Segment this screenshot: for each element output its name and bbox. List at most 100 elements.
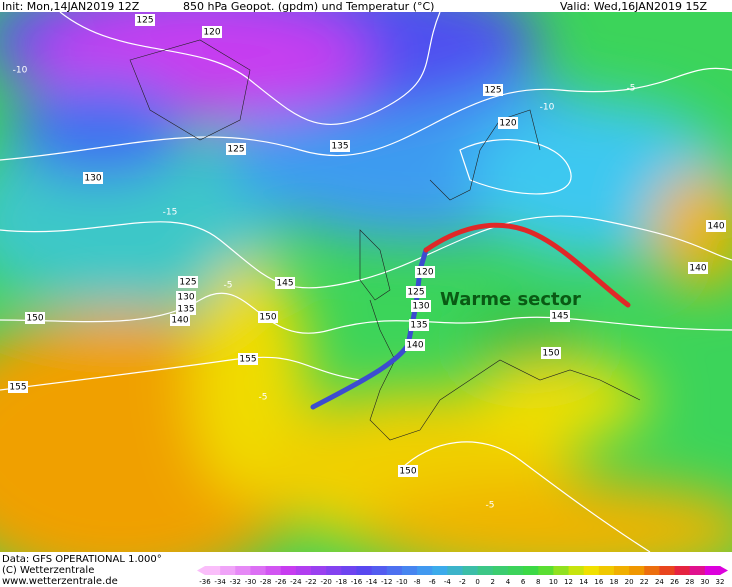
colorbar-swatch <box>674 566 691 575</box>
colorbar-swatch <box>598 566 615 575</box>
geopotential-label: 155 <box>239 355 256 365</box>
colorbar-swatch <box>432 566 448 575</box>
colorbar-swatch <box>326 566 342 575</box>
geopotential-label: 150 <box>259 313 276 323</box>
colorbar-tick-label: -12 <box>381 578 392 586</box>
colorbar-tick-label: 14 <box>579 578 588 586</box>
temperature-label: -10 <box>540 103 555 113</box>
url: www.wetterzentrale.de <box>2 576 118 587</box>
colorbar-tick-label: -6 <box>429 578 437 586</box>
colorbar-tick-label: -18 <box>336 578 347 586</box>
colorbar-swatch <box>341 566 357 575</box>
colorbar-swatch <box>568 566 585 575</box>
coastlines <box>129 39 641 441</box>
colorbar-tick-label: 0 <box>475 578 479 586</box>
colorbar-tick-label: -4 <box>444 578 452 586</box>
label-box <box>483 84 503 96</box>
colorbar-swatch <box>220 566 236 575</box>
colorbar-swatch <box>250 566 267 575</box>
geopotential-label: 135 <box>177 305 194 315</box>
colorbar-swatch <box>659 566 676 575</box>
label-box <box>415 266 435 278</box>
colorbar-tick-label: 32 <box>716 578 725 586</box>
label-box <box>498 117 518 129</box>
label-box <box>135 14 155 26</box>
label-box <box>409 319 429 331</box>
data-source: Data: GFS OPERATIONAL 1.000° <box>2 554 162 565</box>
colorbar-swatch <box>371 566 388 575</box>
colorbar-swatch <box>311 566 327 575</box>
colorbar-arrow <box>197 566 205 575</box>
colorbar-swatch <box>295 566 312 575</box>
geopotential-label: 140 <box>707 222 724 232</box>
field <box>470 315 590 365</box>
colorbar-swatch <box>613 566 630 575</box>
geopotential-label: 145 <box>276 279 293 289</box>
label-box <box>275 277 295 289</box>
colorbar-tick-label: 8 <box>536 578 540 586</box>
colorbar-tick-label: -32 <box>230 578 241 586</box>
colorbar-swatch <box>235 566 251 575</box>
valid-time: Valid: Wed,16JAN2019 15Z <box>560 0 707 13</box>
colorbar: -36 -34 -32 -30 -28 -26 -24 -22 -20 -18 -16 -14 -12-… <box>197 566 728 586</box>
label-box <box>688 262 708 274</box>
geopotential-label: 140 <box>689 264 706 274</box>
colorbar-tick-label: -14 <box>366 578 378 586</box>
geopotential-label: 140 <box>406 341 423 351</box>
label-box <box>83 172 103 184</box>
geopotential-label: 145 <box>551 312 568 322</box>
colorbar-tick-label: 4 <box>506 578 511 586</box>
coastline <box>359 229 391 301</box>
temperature-label: -5 <box>627 84 636 94</box>
colorbar-tick-label: -28 <box>260 578 271 586</box>
init-time: Init: Mon,14JAN2019 12Z <box>2 0 140 13</box>
colorbar-tick-label: 6 <box>521 578 526 586</box>
colorbar-tick-label: 28 <box>685 578 694 586</box>
geopotential-label: 125 <box>484 86 501 96</box>
field <box>470 360 650 440</box>
colorbar-tick-label: -34 <box>214 578 226 586</box>
coastline <box>429 109 541 201</box>
label-box <box>406 286 426 298</box>
label-box <box>238 353 258 365</box>
annotation: Warme sector <box>440 289 581 310</box>
geopotential-label: 125 <box>227 145 244 155</box>
field <box>650 170 732 290</box>
colorbar-tick-label: 26 <box>670 578 679 586</box>
geopotential-label: 130 <box>177 293 194 303</box>
colorbar-arrow <box>720 566 728 575</box>
label-box <box>202 26 222 38</box>
colorbar-tick-label: -26 <box>275 578 287 586</box>
temperature-label: -5 <box>486 501 495 511</box>
label-box <box>226 143 246 155</box>
temperature-label: -5 <box>259 393 268 403</box>
label-box <box>258 311 278 323</box>
geopotential-label: 120 <box>416 268 433 278</box>
colorbar-swatch <box>583 566 600 575</box>
label-box <box>330 140 350 152</box>
colorbar-swatch <box>265 566 282 575</box>
colorbar-swatch <box>629 566 645 575</box>
geopotential-label: 125 <box>136 16 153 26</box>
colorbar-swatch <box>553 566 570 575</box>
colorbar-tick-label: 2 <box>491 578 495 586</box>
contour <box>399 441 651 552</box>
geopotential-label: 150 <box>542 349 559 359</box>
colorbar-swatch <box>280 566 297 575</box>
colorbar-swatch <box>205 566 221 575</box>
field <box>360 480 732 552</box>
geopotential-label: 120 <box>499 119 516 129</box>
geopotential-label: 140 <box>171 316 188 326</box>
colorbar-swatch <box>356 566 373 575</box>
geopotential-label: 150 <box>399 467 416 477</box>
colorbar-swatch <box>492 566 509 575</box>
colorbar-swatch <box>462 566 479 575</box>
field <box>10 80 190 180</box>
coastline <box>129 39 251 141</box>
colorbar-swatch <box>704 566 721 575</box>
colorbar-swatch <box>477 566 494 575</box>
label-box <box>8 381 28 393</box>
